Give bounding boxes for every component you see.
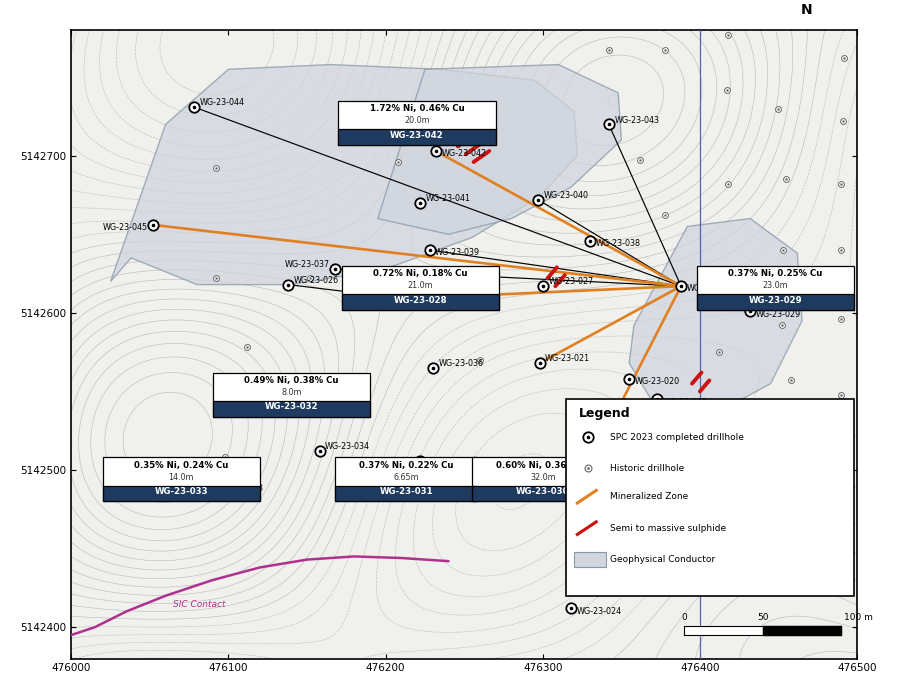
Text: 32.0m: 32.0m xyxy=(530,473,556,482)
Text: 0.72% Ni, 0.18% Cu: 0.72% Ni, 0.18% Cu xyxy=(373,269,467,278)
Text: 8.0m: 8.0m xyxy=(281,388,301,397)
Text: WG-23-042: WG-23-042 xyxy=(441,149,486,158)
Text: WG-23-030: WG-23-030 xyxy=(542,481,587,490)
Text: WG-23-021: WG-23-021 xyxy=(545,354,591,363)
Text: WG-23-041: WG-23-041 xyxy=(426,194,471,203)
Text: SPC 2023 completed drillhole: SPC 2023 completed drillhole xyxy=(610,433,744,441)
Text: WG-23-027: WG-23-027 xyxy=(548,278,593,287)
Text: 0.49% Ni, 0.38% Cu: 0.49% Ni, 0.38% Cu xyxy=(245,375,339,385)
Text: WG-23-023: WG-23-023 xyxy=(663,398,708,407)
FancyBboxPatch shape xyxy=(335,485,476,501)
Text: 21.0m: 21.0m xyxy=(407,281,433,291)
Text: Semi to massive sulphide: Semi to massive sulphide xyxy=(610,524,726,532)
FancyBboxPatch shape xyxy=(339,100,495,145)
Text: WG-23-038: WG-23-038 xyxy=(595,239,640,248)
Text: WG-23-035: WG-23-035 xyxy=(426,459,471,468)
Text: 0.37% Ni, 0.25% Cu: 0.37% Ni, 0.25% Cu xyxy=(728,269,823,278)
Text: WG-23-045: WG-23-045 xyxy=(102,223,147,232)
Text: Geophysical Conductor: Geophysical Conductor xyxy=(610,555,716,564)
FancyBboxPatch shape xyxy=(574,552,606,568)
Text: WG-23-040: WG-23-040 xyxy=(544,191,589,200)
Text: WG-23-024: WG-23-024 xyxy=(576,606,622,616)
Text: WG-23-033: WG-23-033 xyxy=(155,488,209,496)
Text: WG-23-039: WG-23-039 xyxy=(435,249,480,257)
FancyBboxPatch shape xyxy=(102,458,260,501)
Text: N: N xyxy=(801,3,813,18)
Text: 0.60% Ni, 0.36% Cu: 0.60% Ni, 0.36% Cu xyxy=(495,460,590,470)
Text: WG-23-022: WG-23-022 xyxy=(576,534,622,543)
Text: WG-23-034: WG-23-034 xyxy=(325,443,370,452)
FancyBboxPatch shape xyxy=(213,373,369,417)
Text: WG-23-020: WG-23-020 xyxy=(635,377,680,386)
Text: 20.0m: 20.0m xyxy=(405,116,430,126)
Text: SIC Contact: SIC Contact xyxy=(174,600,226,609)
Text: WG-23-029: WG-23-029 xyxy=(749,295,802,305)
Text: WG-23-029: WG-23-029 xyxy=(756,310,801,318)
FancyBboxPatch shape xyxy=(697,294,854,310)
FancyBboxPatch shape xyxy=(342,265,499,310)
FancyBboxPatch shape xyxy=(472,458,613,501)
FancyBboxPatch shape xyxy=(335,458,476,501)
Text: Historic drillhole: Historic drillhole xyxy=(610,464,685,473)
Text: Mineralized Zone: Mineralized Zone xyxy=(610,492,689,501)
Text: WG-23-019: WG-23-019 xyxy=(687,285,732,293)
Text: WG-23-044: WG-23-044 xyxy=(200,98,245,107)
Text: WG-23-033: WG-23-033 xyxy=(218,484,263,493)
Text: 100 m: 100 m xyxy=(844,613,873,623)
FancyBboxPatch shape xyxy=(697,265,854,310)
Text: WG-23-028: WG-23-028 xyxy=(394,295,447,305)
Text: WG-23-032: WG-23-032 xyxy=(264,403,318,411)
Text: 6.65m: 6.65m xyxy=(393,473,419,482)
Polygon shape xyxy=(629,219,802,415)
FancyBboxPatch shape xyxy=(566,399,854,595)
Text: WG-23-031: WG-23-031 xyxy=(424,481,469,490)
Text: WG-23-028: WG-23-028 xyxy=(354,297,399,306)
Polygon shape xyxy=(378,65,621,234)
Text: 14.0m: 14.0m xyxy=(169,473,194,482)
FancyBboxPatch shape xyxy=(472,485,613,501)
Text: 0.35% Ni, 0.24% Cu: 0.35% Ni, 0.24% Cu xyxy=(134,460,228,470)
FancyBboxPatch shape xyxy=(339,129,495,145)
Text: WG-23-037: WG-23-037 xyxy=(285,260,330,269)
Text: Legend: Legend xyxy=(579,407,630,420)
Text: WG-23-026: WG-23-026 xyxy=(294,276,339,285)
FancyBboxPatch shape xyxy=(213,401,369,417)
Text: WG-23-030: WG-23-030 xyxy=(516,488,570,496)
Text: WG-23-042: WG-23-042 xyxy=(390,130,444,140)
Text: WG-23-025: WG-23-025 xyxy=(603,446,648,456)
FancyBboxPatch shape xyxy=(342,294,499,310)
Text: 0: 0 xyxy=(681,613,687,623)
FancyBboxPatch shape xyxy=(102,485,260,501)
Text: 50: 50 xyxy=(757,613,769,623)
Text: WG-23-031: WG-23-031 xyxy=(379,488,432,496)
Text: 1.72% Ni, 0.46% Cu: 1.72% Ni, 0.46% Cu xyxy=(369,104,465,113)
Text: WG-23-043: WG-23-043 xyxy=(614,115,659,125)
Text: 23.0m: 23.0m xyxy=(762,281,788,291)
Text: 0.37% Ni, 0.22% Cu: 0.37% Ni, 0.22% Cu xyxy=(359,460,453,470)
Text: WG-23-032: WG-23-032 xyxy=(325,398,370,407)
Polygon shape xyxy=(111,65,577,285)
Text: WG-23-036: WG-23-036 xyxy=(439,359,484,368)
